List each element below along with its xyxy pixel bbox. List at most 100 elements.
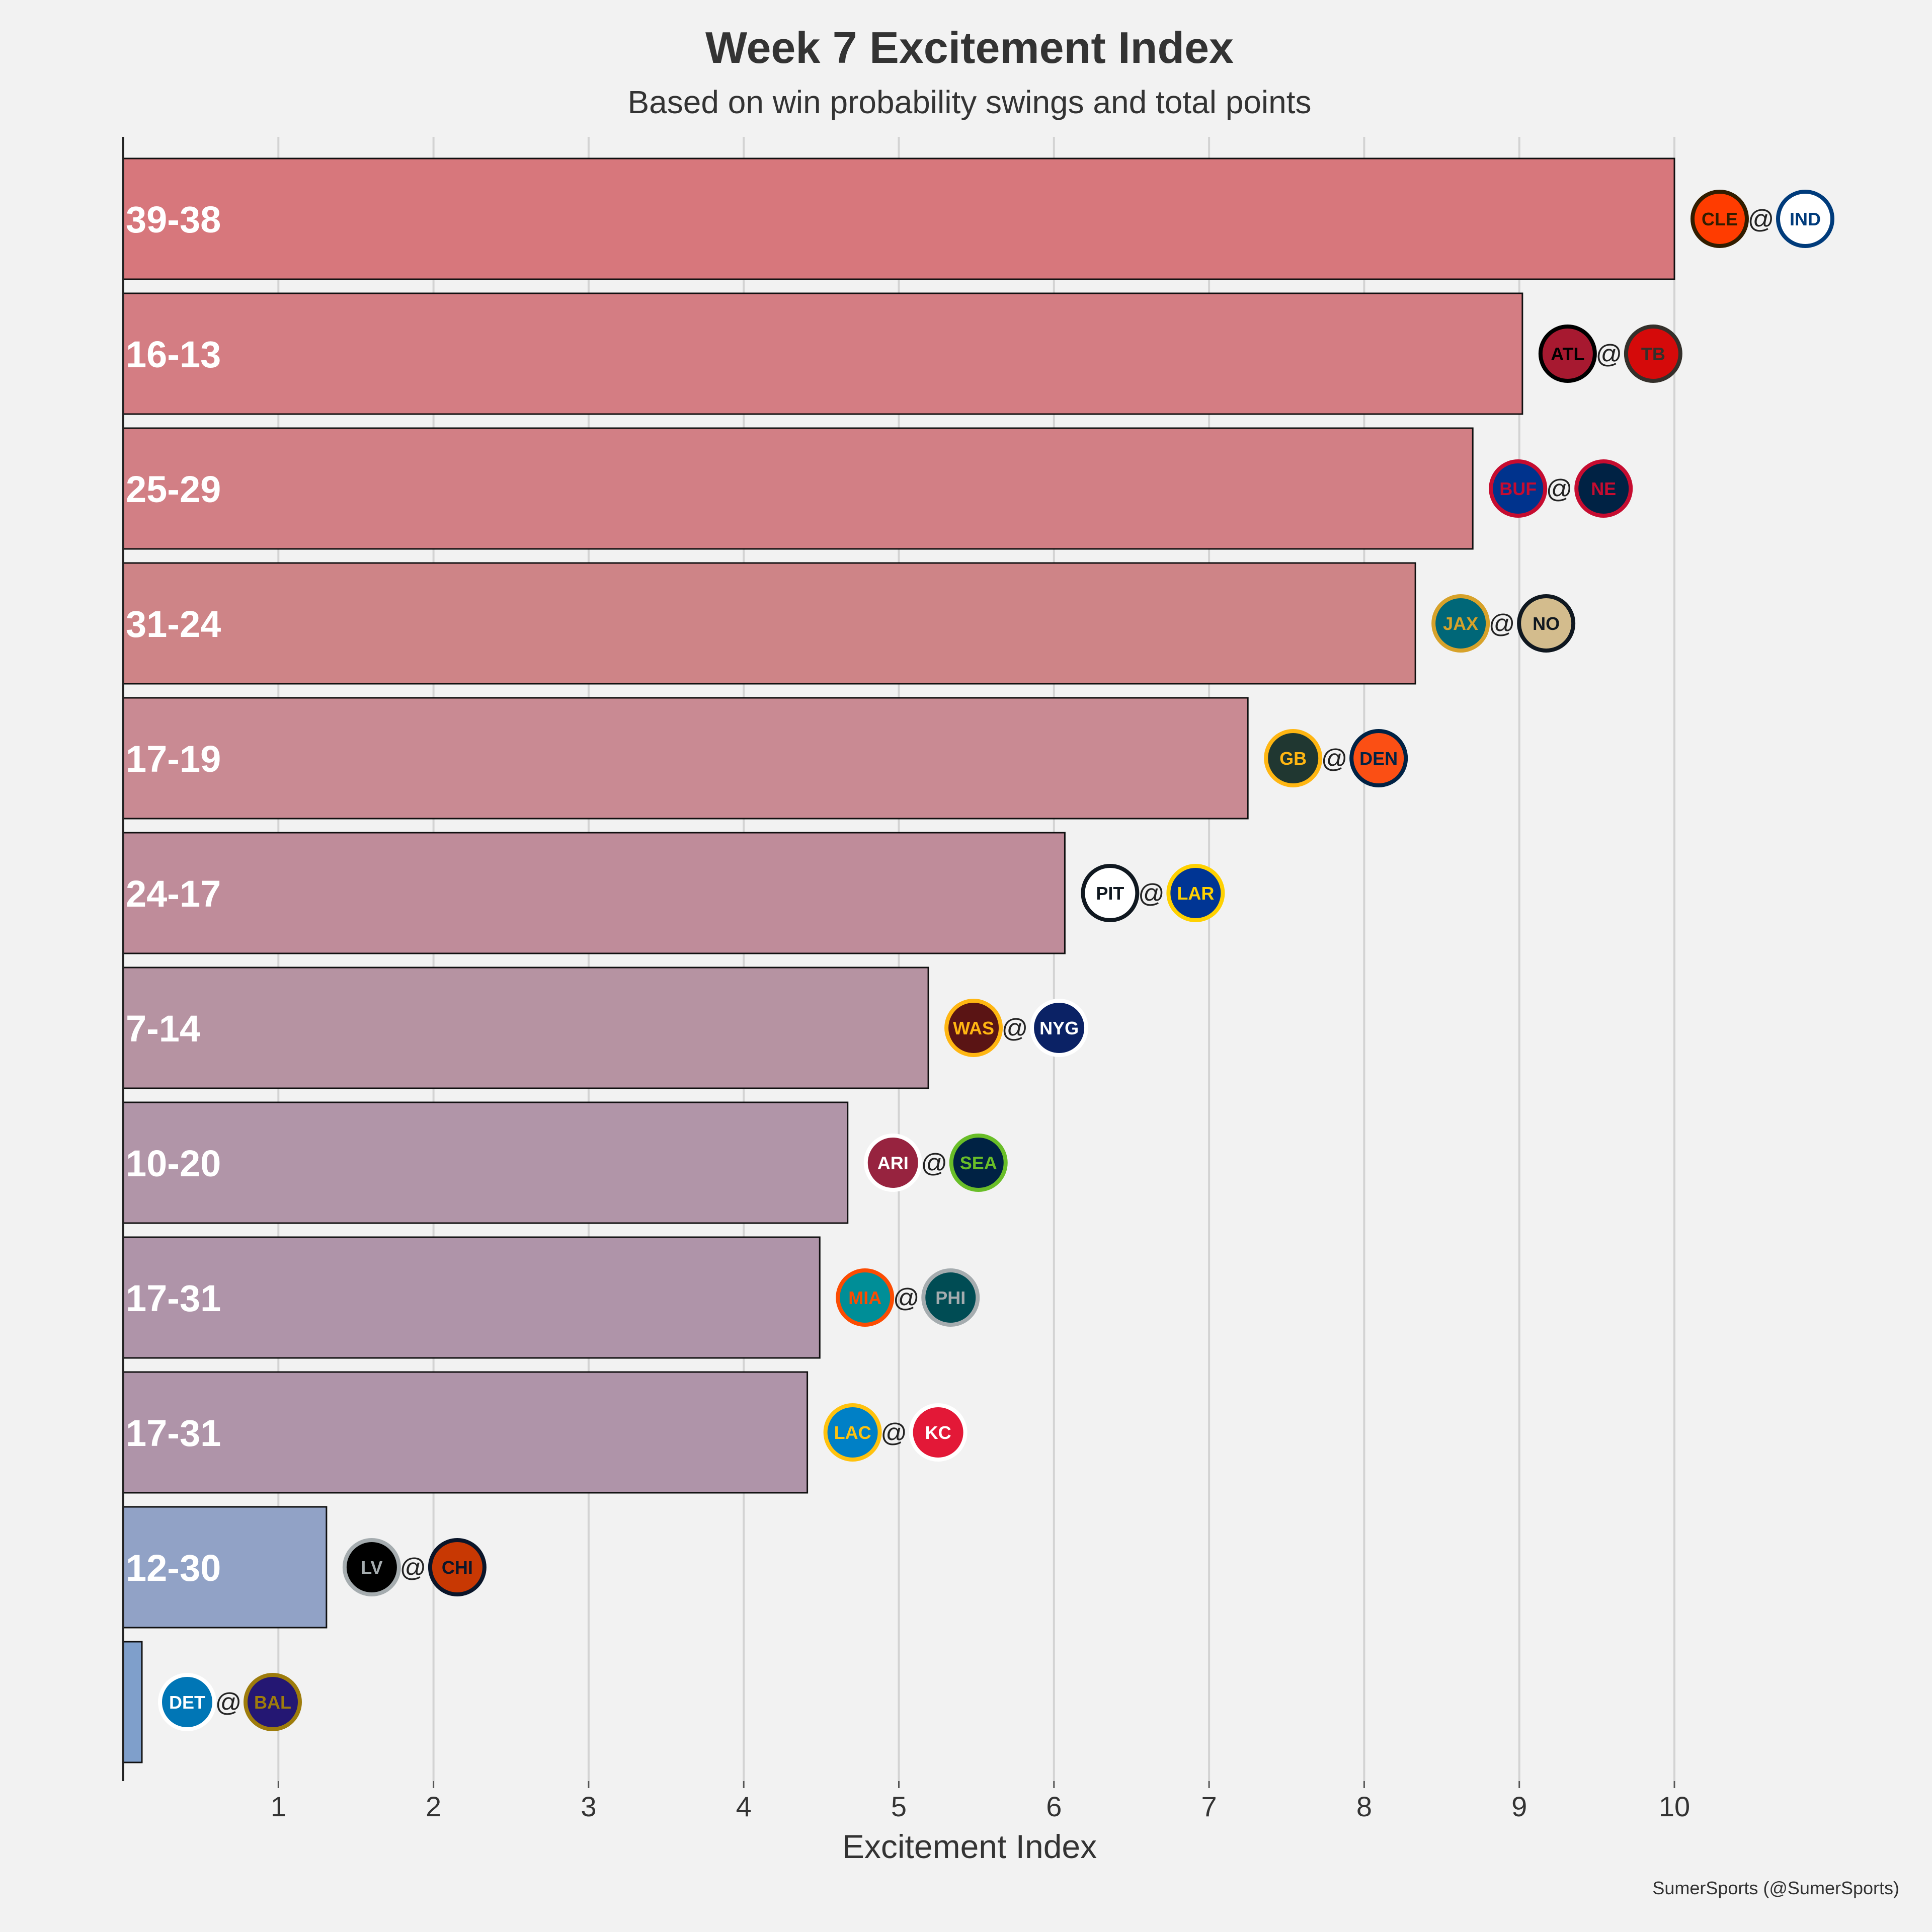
team-logo-icon: JAX — [1431, 594, 1490, 653]
team-logo-badge — [949, 1134, 1008, 1192]
team-logo-badge — [909, 1403, 968, 1462]
team-logo-abbr: ATL — [1551, 344, 1584, 364]
x-tick-label: 2 — [426, 1791, 441, 1822]
team-logo-badge — [1517, 594, 1576, 653]
bar — [122, 1371, 809, 1494]
team-logo-badge — [944, 999, 1003, 1057]
x-tick-label: 9 — [1511, 1791, 1527, 1822]
team-logo-abbr: BUF — [1499, 478, 1537, 499]
at-separator: @ — [1138, 879, 1165, 908]
team-logo-icon: SEA — [949, 1134, 1008, 1192]
score-label: 24-17 — [126, 873, 221, 915]
team-logo-badge — [863, 1134, 922, 1192]
team-logo-icon: GB — [1264, 729, 1323, 787]
team-logo-icon: PHI — [921, 1268, 980, 1327]
x-tick-label: 1 — [271, 1791, 286, 1822]
team-logo-abbr: NYG — [1039, 1018, 1079, 1038]
matchup-label: WAS @ NYG — [944, 999, 1089, 1057]
team-logo-icon: BUF — [1489, 459, 1548, 518]
team-logo-badge — [836, 1268, 895, 1327]
at-separator: @ — [1748, 205, 1775, 234]
team-logo-badge — [1349, 729, 1408, 787]
score-label: 17-31 — [126, 1277, 221, 1319]
x-axis-ticks: 1 2 3 4 5 6 7 8 9 10 — [271, 1781, 1690, 1822]
score-label: 39-38 — [126, 199, 221, 240]
team-logo-abbr: CLE — [1702, 209, 1738, 229]
at-separator: @ — [1595, 340, 1622, 369]
team-logo-abbr: WAS — [953, 1018, 994, 1038]
at-separator: @ — [215, 1688, 242, 1717]
bar — [122, 832, 1066, 954]
team-logo-icon: IND — [1776, 190, 1834, 248]
x-tick-label: 3 — [581, 1791, 596, 1822]
bar — [122, 1101, 849, 1224]
team-logo-badge — [157, 1673, 216, 1731]
matchup-label: BUF @ NE — [1489, 459, 1633, 518]
team-logo-icon: NE — [1574, 459, 1633, 518]
matchup-label: DET @ BAL — [157, 1673, 302, 1731]
bar — [122, 292, 1523, 415]
at-separator: @ — [399, 1553, 426, 1582]
team-logo-icon: CLE — [1691, 190, 1749, 248]
matchup-label: ARI @ SEA — [863, 1134, 1008, 1192]
matchup-label: JAX @ NO — [1431, 594, 1576, 653]
at-separator: @ — [1489, 609, 1515, 638]
team-logo-badge — [921, 1268, 980, 1327]
team-logo-badge — [1030, 999, 1089, 1057]
team-logo-icon: LAC — [823, 1403, 882, 1462]
score-label: 16-13 — [126, 334, 221, 375]
matchup-labels: CLE @ IND ATL @ TB BUF @ NE JAX @ NO GB @ DEN PIT @ LAR WA… — [157, 190, 1834, 1731]
at-separator: @ — [921, 1149, 947, 1178]
team-logo-icon: CHI — [428, 1538, 487, 1596]
team-logo-badge — [1081, 864, 1140, 922]
bar — [122, 967, 929, 1089]
team-logo-abbr: NO — [1533, 613, 1560, 634]
bar — [122, 1506, 328, 1629]
team-logo-abbr: PIT — [1096, 883, 1124, 904]
bar — [122, 562, 1416, 685]
score-label: 17-31 — [126, 1412, 221, 1454]
team-logo-icon: ATL — [1538, 325, 1597, 383]
team-logo-badge — [1489, 459, 1548, 518]
team-logo-abbr: KC — [925, 1422, 951, 1443]
score-label: 31-24 — [126, 603, 221, 645]
score-label: 10-20 — [126, 1143, 221, 1184]
x-tick-label: 5 — [891, 1791, 907, 1822]
matchup-label: GB @ DEN — [1264, 729, 1408, 787]
score-label: 25-29 — [126, 468, 221, 510]
matchup-label: PIT @ LAR — [1081, 864, 1225, 922]
x-axis-label: Excitement Index — [842, 1828, 1097, 1865]
at-separator: @ — [880, 1418, 907, 1447]
team-logo-icon: TB — [1624, 325, 1682, 383]
matchup-label: CLE @ IND — [1691, 190, 1834, 248]
team-logo-badge — [1538, 325, 1597, 383]
at-separator: @ — [1002, 1014, 1028, 1043]
at-separator: @ — [1321, 744, 1348, 773]
team-logo-abbr: JAX — [1443, 613, 1478, 634]
chart-title: Week 7 Excitement Index — [705, 23, 1234, 72]
team-logo-icon: DET — [157, 1673, 216, 1731]
team-logo-icon: PIT — [1081, 864, 1140, 922]
team-logo-abbr: DEN — [1359, 748, 1398, 769]
team-logo-icon: MIA — [836, 1268, 895, 1327]
score-label: 12-30 — [126, 1547, 221, 1589]
team-logo-icon: LAR — [1166, 864, 1225, 922]
team-logo-abbr: LAR — [1177, 883, 1214, 904]
team-logo-icon: KC — [909, 1403, 968, 1462]
team-logo-badge — [1624, 325, 1682, 383]
team-logo-abbr: NE — [1591, 478, 1616, 499]
team-logo-icon: ARI — [863, 1134, 922, 1192]
team-logo-badge — [1166, 864, 1225, 922]
team-logo-badge — [1574, 459, 1633, 518]
x-tick-label: 10 — [1659, 1791, 1690, 1822]
team-logo-abbr: MIA — [848, 1287, 881, 1308]
score-label: 17-19 — [126, 738, 221, 780]
team-logo-abbr: LAC — [834, 1422, 871, 1443]
team-logo-abbr: SEA — [960, 1153, 997, 1173]
team-logo-icon: DEN — [1349, 729, 1408, 787]
team-logo-abbr: TB — [1641, 344, 1665, 364]
team-logo-badge — [243, 1673, 302, 1731]
team-logo-icon: WAS — [944, 999, 1003, 1057]
score-labels: 39-38 16-13 25-29 31-24 17-19 24-17 7-14 10-20 1… — [126, 199, 221, 1589]
